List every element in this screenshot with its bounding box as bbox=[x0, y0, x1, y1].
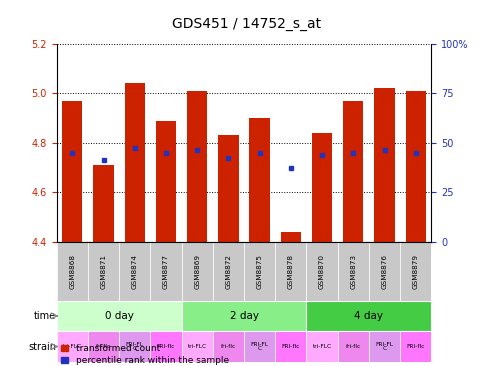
Text: strain: strain bbox=[28, 341, 56, 351]
FancyBboxPatch shape bbox=[369, 242, 400, 301]
FancyBboxPatch shape bbox=[57, 242, 88, 301]
FancyBboxPatch shape bbox=[57, 331, 88, 362]
Text: GSM8872: GSM8872 bbox=[225, 254, 231, 289]
Text: GSM8869: GSM8869 bbox=[194, 254, 200, 289]
FancyBboxPatch shape bbox=[88, 242, 119, 301]
Text: fri-flc: fri-flc bbox=[346, 344, 361, 349]
Text: GSM8877: GSM8877 bbox=[163, 254, 169, 289]
Bar bbox=[281, 232, 301, 242]
Bar bbox=[156, 120, 176, 242]
Text: time: time bbox=[34, 311, 56, 321]
Text: GSM8868: GSM8868 bbox=[70, 254, 75, 289]
Text: 0 day: 0 day bbox=[105, 311, 134, 321]
FancyBboxPatch shape bbox=[213, 331, 244, 362]
FancyBboxPatch shape bbox=[244, 242, 275, 301]
Text: tri-FLC: tri-FLC bbox=[188, 344, 207, 349]
Text: 4 day: 4 day bbox=[354, 311, 384, 321]
Bar bbox=[249, 118, 270, 242]
FancyBboxPatch shape bbox=[244, 331, 275, 362]
FancyBboxPatch shape bbox=[307, 301, 431, 331]
Text: GSM8870: GSM8870 bbox=[319, 254, 325, 289]
Text: GSM8875: GSM8875 bbox=[257, 254, 263, 289]
Bar bbox=[125, 83, 145, 242]
FancyBboxPatch shape bbox=[57, 301, 181, 331]
Text: tri-FLC: tri-FLC bbox=[63, 344, 82, 349]
Bar bbox=[406, 91, 426, 242]
FancyBboxPatch shape bbox=[275, 242, 307, 301]
FancyBboxPatch shape bbox=[181, 301, 307, 331]
Text: FRI-flc: FRI-flc bbox=[157, 344, 175, 349]
Text: GSM8879: GSM8879 bbox=[413, 254, 419, 289]
FancyBboxPatch shape bbox=[88, 331, 119, 362]
FancyBboxPatch shape bbox=[400, 331, 431, 362]
FancyBboxPatch shape bbox=[150, 242, 181, 301]
Text: GSM8878: GSM8878 bbox=[288, 254, 294, 289]
Bar bbox=[374, 89, 395, 242]
Text: GSM8876: GSM8876 bbox=[382, 254, 387, 289]
Text: 2 day: 2 day bbox=[230, 311, 258, 321]
Legend: transformed count, percentile rank within the sample: transformed count, percentile rank withi… bbox=[61, 344, 229, 365]
Bar bbox=[312, 133, 332, 242]
Text: GSM8874: GSM8874 bbox=[132, 254, 138, 289]
Text: FRI-FL
C: FRI-FL C bbox=[250, 342, 269, 351]
FancyBboxPatch shape bbox=[119, 242, 150, 301]
FancyBboxPatch shape bbox=[275, 331, 307, 362]
FancyBboxPatch shape bbox=[213, 242, 244, 301]
Bar bbox=[187, 91, 208, 242]
Text: FRI-FL
C: FRI-FL C bbox=[126, 342, 144, 351]
Text: fri-flc: fri-flc bbox=[221, 344, 236, 349]
FancyBboxPatch shape bbox=[307, 331, 338, 362]
Text: FRI-flc: FRI-flc bbox=[407, 344, 425, 349]
Text: GSM8871: GSM8871 bbox=[101, 254, 106, 289]
Text: fri-flc: fri-flc bbox=[96, 344, 111, 349]
Text: FRI-FL
C: FRI-FL C bbox=[376, 342, 393, 351]
Bar bbox=[343, 101, 363, 242]
FancyBboxPatch shape bbox=[369, 331, 400, 362]
FancyBboxPatch shape bbox=[400, 242, 431, 301]
FancyBboxPatch shape bbox=[338, 242, 369, 301]
Text: GDS451 / 14752_s_at: GDS451 / 14752_s_at bbox=[172, 17, 321, 31]
FancyBboxPatch shape bbox=[150, 331, 181, 362]
FancyBboxPatch shape bbox=[119, 331, 150, 362]
FancyBboxPatch shape bbox=[181, 331, 213, 362]
Text: tri-FLC: tri-FLC bbox=[313, 344, 332, 349]
FancyBboxPatch shape bbox=[181, 242, 213, 301]
Text: FRI-flc: FRI-flc bbox=[282, 344, 300, 349]
FancyBboxPatch shape bbox=[307, 242, 338, 301]
Text: GSM8873: GSM8873 bbox=[351, 254, 356, 289]
Bar bbox=[62, 101, 82, 242]
Bar bbox=[218, 135, 239, 242]
FancyBboxPatch shape bbox=[338, 331, 369, 362]
Bar bbox=[93, 165, 114, 242]
